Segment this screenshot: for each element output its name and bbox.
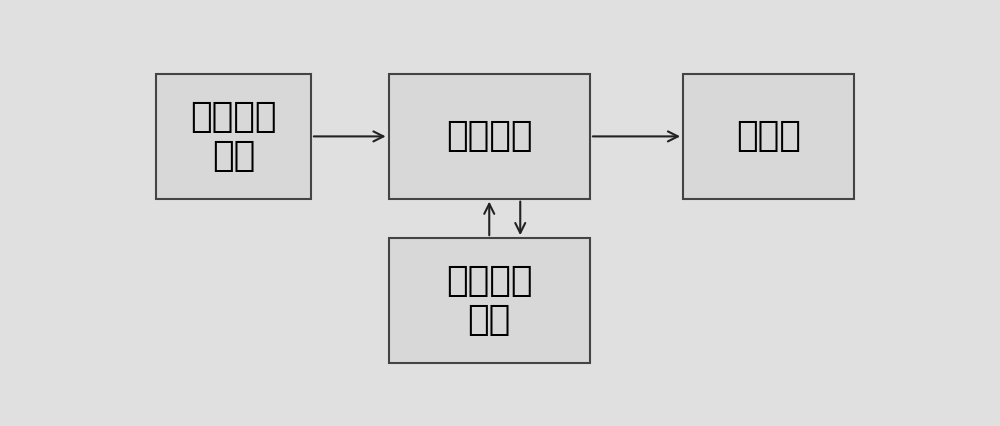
FancyBboxPatch shape	[156, 74, 311, 199]
FancyBboxPatch shape	[388, 238, 590, 363]
Text: 显示屏: 显示屏	[736, 119, 801, 153]
Text: 检车模块: 检车模块	[446, 119, 532, 153]
FancyBboxPatch shape	[388, 74, 590, 199]
Text: 无线传输
模块: 无线传输 模块	[446, 264, 532, 337]
Text: 触屏输入
系统: 触屏输入 系统	[190, 100, 277, 173]
FancyBboxPatch shape	[683, 74, 854, 199]
